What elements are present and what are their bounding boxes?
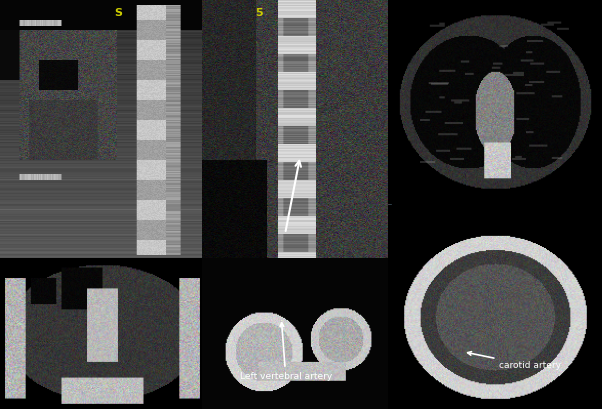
Text: 5: 5: [255, 8, 262, 18]
Text: Left vertebral artery: Left vertebral artery: [240, 323, 332, 381]
Text: S: S: [115, 8, 123, 18]
Text: carotid artery: carotid artery: [468, 352, 562, 370]
